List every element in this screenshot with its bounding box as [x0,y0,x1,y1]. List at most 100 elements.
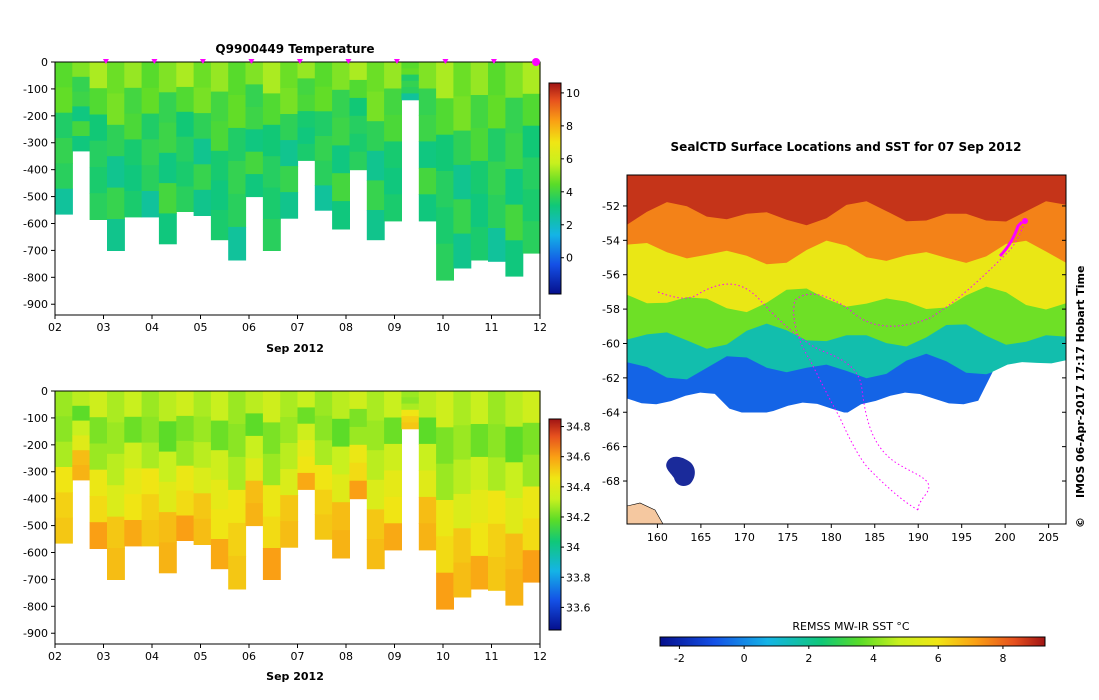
temperature-cell [297,111,316,129]
temperature-cell [418,88,437,116]
temperature-cell [124,87,143,115]
salinity-cell [210,391,229,422]
sst-colorbar-tick-label: 8 [999,652,1006,665]
salinity-cell [297,407,316,425]
temperature-cell [488,194,506,229]
temperature-cell [176,136,195,163]
salinity-colorbar-tick-label: 34 [566,541,580,554]
temperature-cell [505,62,524,99]
salinity-cell [124,442,143,469]
temperature-cell [262,156,281,189]
salinity-cell [141,442,160,469]
temperature-y-tick-label: -700 [23,244,48,257]
temperature-y-tick-label: -600 [23,217,48,230]
salinity-cell [228,522,247,557]
salinity-colorbar-tick-label: 34.2 [566,511,591,524]
temperature-cell [228,127,247,162]
profile-marker [199,59,206,64]
imos-timestamp-label: IMOS 06-Apr-2017 17:17 Hobart Time [1074,266,1087,498]
sst-colorbar-ticks: -2 0 2 4 6 8 [674,646,1006,665]
salinity-cell [384,496,402,524]
salinity-cell [314,514,333,540]
temperature-cell [107,62,125,94]
salinity-cell [124,416,143,444]
temperature-cell [418,141,437,169]
temperature-cell [384,114,402,142]
temperature-x-tick-label: 10 [436,321,450,334]
temperature-cell [436,207,454,245]
salinity-y-tick-label: -400 [23,493,48,506]
temperature-cell [401,62,420,69]
temperature-cell [141,62,160,89]
temperature-colorbar-ticks: 10 8 6 4 2 0 [561,87,580,265]
salinity-cell [210,539,229,570]
salinity-cell [401,409,420,417]
salinity-cell [332,418,350,448]
temperature-cell [124,62,143,89]
salinity-cell [453,425,472,461]
temperature-cell [332,145,350,174]
profile-marker [393,59,400,64]
salinity-cell [453,391,472,426]
temperature-cell [107,124,125,157]
sst-map-lon-ticks: 160 165 170 175 180 185 190 195 200 205 [647,524,1059,544]
salinity-x-tick-label: 05 [194,650,208,663]
salinity-cell [366,420,385,451]
salinity-cell [158,481,177,513]
salinity-cell [522,422,541,456]
salinity-cell [141,416,160,444]
salinity-cell [488,391,506,425]
temperature-cell [453,233,472,269]
salinity-cell [280,521,299,548]
temperature-cell [55,112,73,139]
temperature-cell [522,62,541,95]
salinity-cell [141,494,160,521]
temperature-cell [158,62,177,93]
salinity-cell [401,397,420,405]
lon-tick-label: 165 [690,531,711,544]
temperature-cell [314,185,333,211]
salinity-cell [418,443,437,471]
temperature-cell [124,113,143,140]
temperature-cell [384,62,402,90]
salinity-cell [384,417,402,445]
salinity-cell [210,479,229,510]
temperature-cell [89,193,108,220]
temperature-cell [55,163,73,190]
salinity-cell [418,523,437,551]
profile-marker [248,59,255,64]
salinity-cell [55,517,73,544]
copyright-symbol: © [1074,517,1087,528]
salinity-cell [72,450,91,466]
temperature-cell [228,226,247,261]
lat-tick-label: -66 [602,441,620,454]
temperature-cell [193,138,212,165]
temperature-cell [401,80,420,88]
salinity-cell [522,486,541,519]
salinity-cell [55,467,73,493]
salinity-colorbar-tick-label: 34.6 [566,451,591,464]
salinity-cell [245,391,264,414]
salinity-cell [72,420,91,436]
salinity-cell [366,450,385,481]
salinity-cell [210,509,229,540]
salinity-cell [349,444,368,464]
temperature-x-tick-label: 11 [485,321,499,334]
temperature-cell [349,62,368,81]
salinity-cell [228,555,247,590]
lat-tick-label: -68 [602,475,620,488]
salinity-cell [332,446,350,475]
salinity-cell [280,469,299,496]
temperature-cell [332,117,350,146]
salinity-cell [522,391,541,424]
temperature-y-tick-label: 0 [41,56,48,69]
temperature-colorbar [548,82,562,295]
temperature-cell [89,140,108,168]
salinity-xlabel: Sep 2012 [266,670,324,683]
sst-band [627,240,1066,315]
temperature-y-tick-label: -100 [23,83,48,96]
salinity-cell [55,441,73,468]
salinity-cell [228,456,247,491]
temperature-cell [72,91,91,107]
